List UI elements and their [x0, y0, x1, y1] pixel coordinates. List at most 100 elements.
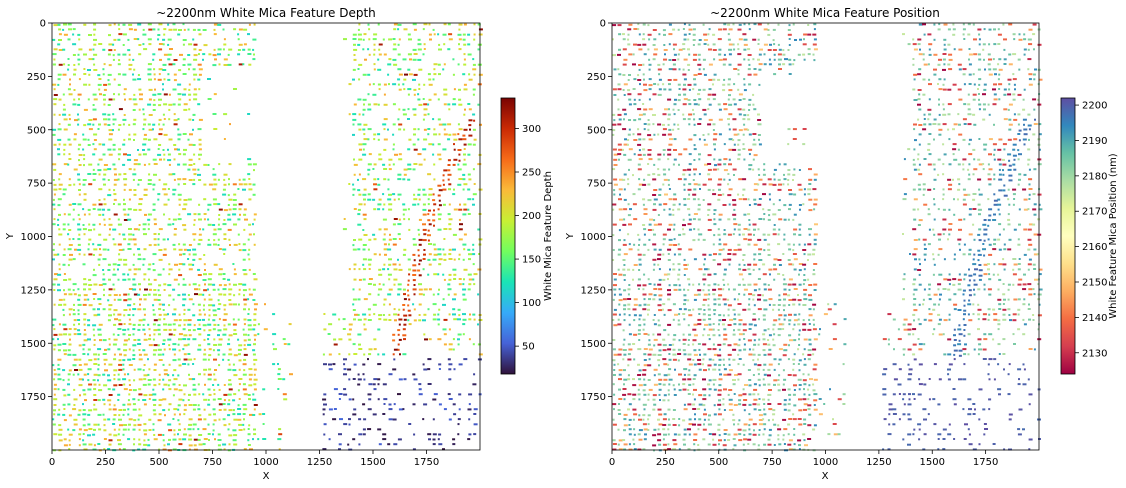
position-map-pixel — [967, 33, 971, 36]
depth-map-pixel — [448, 188, 451, 191]
depth-map-pixel — [418, 218, 422, 221]
depth-map-pixel — [122, 278, 127, 281]
position-map-pixel — [662, 113, 667, 116]
position-map-pixel — [687, 208, 691, 211]
position-map-pixel — [787, 33, 792, 36]
depth-map-pixel — [252, 328, 256, 331]
depth-map-pixel — [162, 149, 165, 151]
depth-map-pixel — [177, 193, 182, 196]
depth-map-pixel — [97, 74, 101, 77]
position-map-pixel — [713, 148, 716, 151]
depth-map-pixel — [138, 388, 142, 391]
depth-map-pixel — [393, 218, 398, 220]
depth-map-pixel — [362, 278, 366, 281]
position-map-pixel — [798, 269, 802, 272]
depth-map-pixel — [68, 143, 72, 146]
depth-map-pixel — [63, 298, 66, 301]
depth-map-pixel — [422, 148, 427, 151]
position-map-pixel — [642, 203, 645, 206]
depth-map-pixel — [108, 233, 111, 236]
depth-map-pixel — [122, 233, 126, 236]
position-map-pixel — [933, 38, 936, 41]
position-map-pixel — [673, 253, 676, 256]
depth-map-pixel — [392, 163, 395, 166]
position-map-pixel — [757, 119, 762, 121]
depth-map-pixel — [172, 394, 175, 397]
depth-map-pixel — [183, 358, 188, 361]
depth-map-pixel — [398, 338, 402, 341]
position-map-pixel — [948, 223, 953, 225]
depth-map-pixel — [113, 38, 117, 41]
depth-map-pixel — [148, 173, 151, 176]
depth-map-pixel — [93, 139, 97, 141]
position-map-pixel — [778, 218, 783, 221]
depth-y-tick-label: 750 — [27, 179, 46, 190]
position-map-pixel — [667, 179, 670, 182]
position-map-pixel — [993, 193, 996, 196]
depth-map-pixel — [198, 153, 202, 156]
depth-map-pixel — [372, 198, 376, 201]
depth-map-pixel — [442, 123, 447, 126]
depth-map-pixel — [187, 28, 190, 31]
position-map-pixel — [618, 198, 622, 201]
depth-map-pixel — [77, 413, 81, 416]
position-map-pixel — [708, 48, 712, 51]
position-map-pixel — [618, 273, 623, 276]
position-map-pixel — [787, 183, 790, 186]
position-map-pixel — [617, 123, 622, 126]
depth-map-pixel — [442, 328, 447, 331]
position-map-pixel — [612, 208, 615, 211]
depth-map-pixel — [152, 123, 156, 126]
position-map-pixel — [668, 108, 670, 111]
position-map-pixel — [642, 148, 646, 151]
position-map-pixel — [918, 108, 922, 111]
depth-map-pixel — [158, 318, 162, 321]
depth-map-pixel — [113, 414, 117, 416]
depth-map-pixel — [107, 179, 110, 181]
position-map-pixel — [958, 273, 961, 276]
position-map-pixel — [1027, 248, 1031, 251]
position-map-pixel — [982, 103, 986, 106]
depth-map-pixel — [163, 318, 166, 321]
depth-map-pixel — [222, 358, 225, 361]
depth-map-pixel — [168, 304, 171, 307]
position-map-pixel — [1007, 198, 1010, 201]
depth-map-pixel — [423, 138, 428, 141]
depth-map-pixel — [167, 223, 172, 226]
position-map-pixel — [732, 233, 735, 236]
depth-map-pixel — [367, 319, 372, 321]
depth-map-pixel — [412, 78, 416, 81]
depth-map-pixel — [437, 293, 440, 296]
depth-map-pixel — [358, 348, 363, 350]
depth-map-pixel — [373, 238, 377, 241]
depth-map-pixel — [153, 438, 158, 441]
depth-map-pixel — [422, 53, 425, 56]
depth-map-pixel — [57, 338, 59, 341]
position-map-pixel — [792, 173, 796, 176]
depth-map-pixel — [458, 253, 461, 256]
depth-map-pixel — [147, 138, 151, 141]
depth-map-pixel — [427, 308, 430, 311]
position-map-pixel — [993, 148, 996, 151]
position-map-pixel — [652, 93, 657, 96]
depth-map-pixel — [52, 83, 57, 86]
depth-map-pixel — [352, 288, 355, 291]
depth-map-pixel — [137, 308, 142, 311]
depth-map-pixel — [398, 263, 401, 266]
depth-map-pixel — [113, 309, 118, 312]
depth-map-pixel — [463, 248, 466, 251]
position-map-pixel — [742, 259, 745, 261]
depth-map-pixel — [289, 373, 293, 376]
position-map-pixel — [978, 188, 981, 191]
position-map-pixel — [1003, 243, 1006, 246]
depth-map-pixel — [348, 398, 352, 401]
position-map-pixel — [623, 239, 626, 242]
depth-map-pixel — [123, 388, 128, 391]
position-map-pixel — [713, 158, 716, 161]
position-map-pixel — [628, 284, 631, 286]
depth-map-pixel — [118, 363, 123, 366]
depth-map-pixel — [243, 294, 245, 297]
depth-map-pixel — [108, 314, 112, 317]
depth-map-pixel — [87, 348, 91, 351]
depth-map-pixel — [437, 318, 441, 321]
